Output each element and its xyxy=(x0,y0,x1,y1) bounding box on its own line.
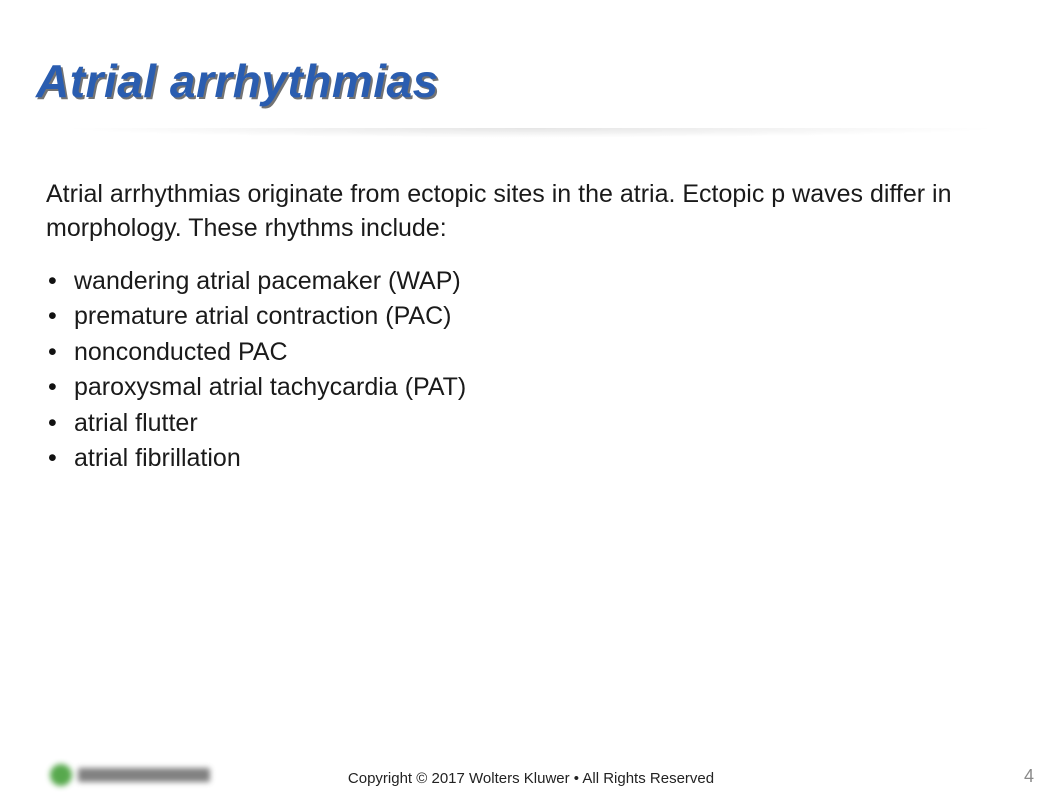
slide-title: Atrial arrhythmias xyxy=(36,54,439,108)
title-wrap: Atrial arrhythmias xyxy=(36,54,439,108)
list-item: nonconducted PAC xyxy=(70,335,1002,371)
list-item: atrial fibrillation xyxy=(70,441,1002,477)
slide: Atrial arrhythmias Atrial arrhythmias or… xyxy=(0,0,1062,797)
list-item: paroxysmal atrial tachycardia (PAT) xyxy=(70,370,1002,406)
bullet-list: wandering atrial pacemaker (WAP) prematu… xyxy=(46,264,1002,477)
page-number: 4 xyxy=(1024,766,1034,787)
title-divider xyxy=(0,128,1062,140)
list-item: wandering atrial pacemaker (WAP) xyxy=(70,264,1002,300)
slide-body: Atrial arrhythmias originate from ectopi… xyxy=(46,178,1002,477)
copyright-text: Copyright © 2017 Wolters Kluwer • All Ri… xyxy=(0,770,1062,787)
list-item: premature atrial contraction (PAC) xyxy=(70,299,1002,335)
intro-text: Atrial arrhythmias originate from ectopi… xyxy=(46,178,1002,246)
list-item: atrial flutter xyxy=(70,406,1002,442)
